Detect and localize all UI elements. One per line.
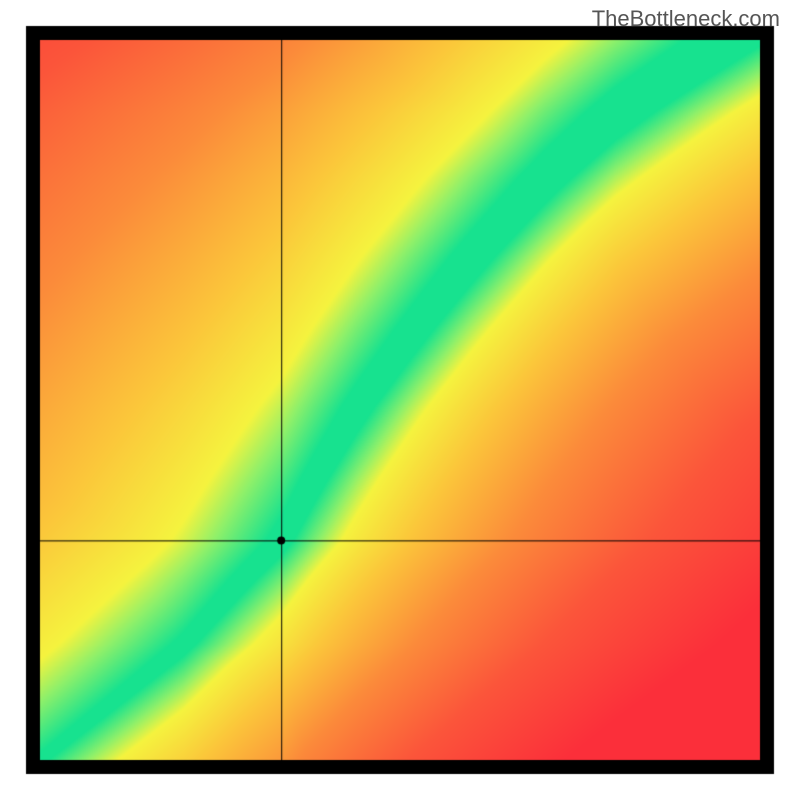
chart-container: TheBottleneck.com — [0, 0, 800, 800]
watermark-text: TheBottleneck.com — [592, 6, 780, 32]
heatmap-canvas — [0, 0, 800, 800]
